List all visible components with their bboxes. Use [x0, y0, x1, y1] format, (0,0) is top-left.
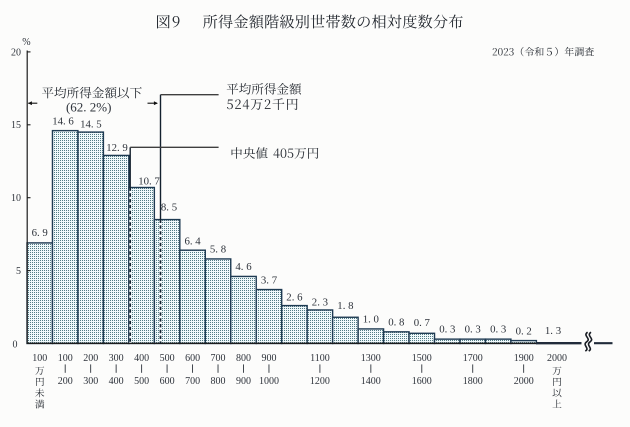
- svg-text:700: 700: [185, 376, 200, 387]
- svg-text:1100: 1100: [310, 353, 330, 364]
- svg-text:1200: 1200: [310, 376, 330, 387]
- svg-text:6. 9: 6. 9: [32, 227, 48, 239]
- svg-text:400: 400: [109, 376, 124, 387]
- svg-text:1300: 1300: [361, 353, 381, 364]
- svg-text:0: 0: [13, 339, 18, 350]
- svg-text:600: 600: [185, 353, 200, 364]
- svg-text:2. 3: 2. 3: [312, 297, 328, 309]
- svg-text:3. 7: 3. 7: [261, 275, 278, 287]
- svg-text:500: 500: [160, 353, 175, 364]
- svg-text:900: 900: [262, 353, 277, 364]
- svg-text:8. 5: 8. 5: [161, 202, 177, 214]
- svg-text:0. 3: 0. 3: [465, 323, 481, 335]
- svg-text:100: 100: [58, 353, 73, 364]
- svg-text:1500: 1500: [412, 353, 432, 364]
- svg-text:1800: 1800: [463, 376, 483, 387]
- svg-text:900: 900: [236, 376, 251, 387]
- svg-text:800: 800: [236, 353, 251, 364]
- svg-text:10. 7: 10. 7: [138, 176, 160, 188]
- svg-text:%: %: [22, 37, 30, 48]
- svg-text:2000: 2000: [514, 376, 534, 387]
- svg-text:0. 3: 0. 3: [490, 323, 506, 335]
- svg-text:14. 6: 14. 6: [52, 115, 74, 127]
- svg-text:600: 600: [160, 376, 175, 387]
- svg-text:10: 10: [11, 193, 21, 204]
- svg-text:1700: 1700: [463, 353, 483, 364]
- svg-text:700: 700: [211, 353, 226, 364]
- svg-text:14. 5: 14. 5: [80, 118, 102, 130]
- svg-text:2000: 2000: [547, 353, 567, 364]
- svg-text:400: 400: [134, 353, 149, 364]
- svg-text:300: 300: [83, 376, 98, 387]
- svg-text:1600: 1600: [412, 376, 432, 387]
- svg-text:4. 6: 4. 6: [235, 261, 252, 273]
- svg-text:5: 5: [16, 266, 21, 277]
- svg-text:15: 15: [11, 120, 21, 131]
- svg-text:500: 500: [134, 376, 149, 387]
- svg-text:1. 3: 1. 3: [545, 325, 561, 337]
- svg-text:0. 7: 0. 7: [414, 317, 431, 329]
- svg-text:0. 2: 0. 2: [516, 326, 532, 338]
- svg-text:6. 4: 6. 4: [184, 235, 201, 247]
- svg-text:100: 100: [32, 353, 47, 364]
- svg-text:5. 8: 5. 8: [210, 244, 226, 256]
- svg-text:200: 200: [83, 353, 98, 364]
- svg-text:200: 200: [58, 376, 73, 387]
- svg-text:1. 8: 1. 8: [337, 300, 353, 312]
- svg-text:1000: 1000: [259, 376, 279, 387]
- svg-text:1400: 1400: [361, 376, 381, 387]
- svg-text:2. 6: 2. 6: [286, 291, 303, 303]
- svg-text:1900: 1900: [514, 353, 534, 364]
- svg-text:12. 9: 12. 9: [106, 142, 128, 154]
- svg-text:20: 20: [11, 47, 21, 58]
- svg-text:1. 0: 1. 0: [363, 314, 379, 326]
- svg-text:0. 8: 0. 8: [388, 317, 404, 329]
- svg-text:300: 300: [109, 353, 124, 364]
- svg-text:0. 3: 0. 3: [439, 323, 455, 335]
- svg-text:800: 800: [211, 376, 226, 387]
- svg-text:(62. 2%): (62. 2%): [66, 100, 112, 115]
